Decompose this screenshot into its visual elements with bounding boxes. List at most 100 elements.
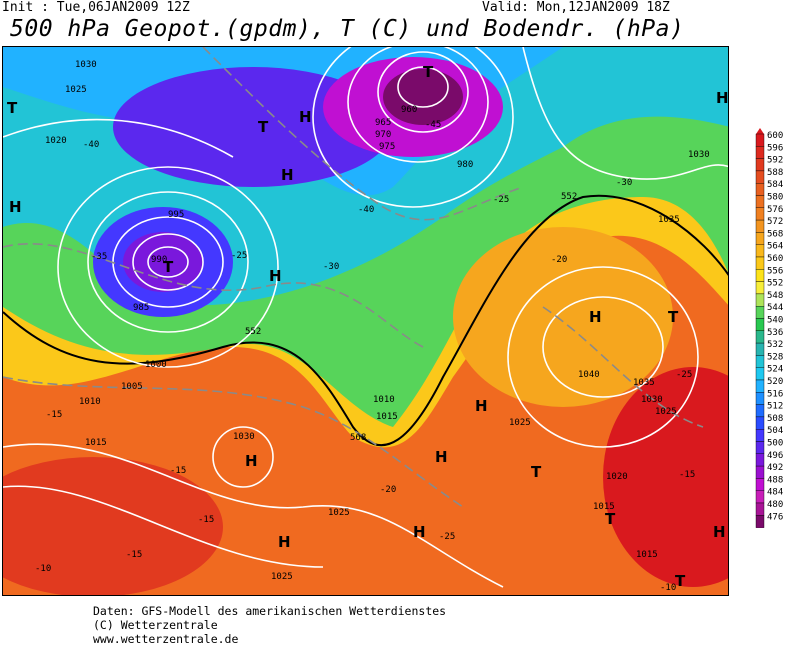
pressure-label: 1025	[65, 85, 87, 95]
temperature-label: -20	[380, 485, 396, 495]
legend-level-label: 584	[767, 180, 783, 190]
legend-swatch	[755, 379, 765, 393]
legend-swatch	[755, 429, 765, 442]
field-low-atlantic-core	[123, 232, 203, 292]
pressure-label: 1025	[271, 572, 293, 582]
legend-level-label: 532	[767, 340, 783, 350]
pressure-label: 1015	[85, 438, 107, 448]
legend-swatch	[755, 355, 765, 368]
temperature-label: -25	[439, 532, 455, 542]
legend-level-label: 480	[767, 500, 783, 510]
legend-level-label: 576	[767, 205, 783, 215]
pressure-label: 1035	[658, 215, 680, 225]
low-marker: T	[258, 118, 269, 136]
legend-swatch	[755, 146, 765, 159]
temperature-label: -25	[231, 251, 247, 261]
copyright-text: (C) Wetterzentrale	[93, 618, 218, 632]
pressure-label: 980	[457, 160, 473, 170]
legend-level-label: 556	[767, 266, 783, 276]
legend-swatch	[755, 502, 765, 516]
legend-level-label: 572	[767, 217, 783, 227]
pressure-label: 1030	[688, 150, 710, 160]
low-marker: T	[7, 99, 18, 117]
high-marker: H	[245, 452, 258, 470]
legend-swatch	[755, 416, 765, 430]
pressure-label: 975	[379, 142, 395, 152]
pressure-label: 985	[133, 303, 149, 313]
legend-swatch	[755, 342, 765, 356]
pressure-label: 1020	[606, 472, 628, 482]
legend-level-label: 476	[767, 512, 783, 522]
pressure-label: 1010	[79, 397, 101, 407]
temperature-label: -20	[551, 255, 567, 265]
legend-level-label: 564	[767, 242, 783, 252]
pressure-label: 1035	[633, 378, 655, 388]
contour-552	[3, 194, 728, 447]
legend-level-label: 548	[767, 291, 783, 301]
low-marker: T	[605, 510, 616, 528]
high-marker: H	[589, 308, 602, 326]
init-time-label: Init : Tue,06JAN2009 12Z	[2, 0, 190, 15]
legend-level-label: 592	[767, 156, 783, 166]
legend-level-label: 568	[767, 229, 783, 239]
legend-swatch	[755, 195, 765, 209]
temperature-label: -15	[170, 466, 186, 476]
legend-swatch	[755, 183, 765, 196]
legend-swatch	[755, 219, 765, 233]
low-marker: T	[675, 572, 686, 590]
legend-level-label: 596	[767, 143, 783, 153]
geopotential-label: 552	[245, 327, 261, 337]
field-low-north-center	[383, 69, 463, 125]
weather-map: 1030 1025 1020 995 990 985 1000 1005 101…	[2, 46, 729, 596]
pressure-label: 990	[151, 255, 167, 265]
legend-swatch	[755, 478, 765, 491]
legend-swatch	[755, 318, 765, 332]
temperature-label: -10	[35, 564, 51, 574]
high-marker: H	[713, 523, 726, 541]
pressure-label: 995	[168, 210, 184, 220]
pressure-label: 1030	[75, 60, 97, 70]
high-marker: H	[299, 108, 312, 126]
pressure-label: 970	[375, 130, 391, 140]
temperature-label: -15	[126, 550, 142, 560]
temperature-label: -10	[660, 583, 676, 593]
temperature-label: -35	[91, 252, 107, 262]
legend-level-label: 588	[767, 168, 783, 178]
field-red-southwest	[3, 457, 223, 595]
temperature-label: -40	[358, 205, 374, 215]
legend-top-arrow	[756, 128, 764, 134]
high-marker: H	[475, 397, 488, 415]
pressure-label: 960	[401, 105, 417, 115]
pressure-label: 1025	[655, 407, 677, 417]
legend-level-label: 484	[767, 488, 783, 498]
pressure-labels: 1030 1025 1020 995 990 985 1000 1005 101…	[45, 60, 710, 582]
high-marker: H	[413, 523, 426, 541]
pressure-label: 1015	[636, 550, 658, 560]
legend-swatch	[755, 515, 765, 528]
legend-level-label: 492	[767, 463, 783, 473]
pressure-label: 1000	[145, 360, 167, 370]
legend-level-label: 488	[767, 475, 783, 485]
legend-swatch	[755, 256, 765, 270]
legend-swatch	[755, 330, 765, 344]
pressure-label: 1015	[593, 502, 615, 512]
legend-level-label: 544	[767, 303, 783, 313]
pressure-label: 1010	[373, 395, 395, 405]
high-marker: H	[281, 166, 294, 184]
legend-level-label: 500	[767, 439, 783, 449]
legend-level-label: 560	[767, 254, 783, 264]
pressure-label: 1015	[376, 412, 398, 422]
legend-swatch	[755, 441, 765, 455]
high-marker: H	[278, 533, 291, 551]
temperature-label: -25	[493, 195, 509, 205]
pressure-label: 1025	[328, 508, 350, 518]
legend-swatch	[755, 281, 765, 295]
valid-time-label: Valid: Mon,12JAN2009 18Z	[482, 0, 670, 15]
legend-swatch	[755, 367, 765, 381]
low-marker: T	[423, 63, 434, 81]
temperature-label: -30	[616, 178, 632, 188]
legend-level-label: 540	[767, 316, 783, 326]
legend-level-label: 508	[767, 414, 783, 424]
legend-level-label: 504	[767, 426, 783, 436]
color-scale: 600 596 592 588 584 580 576 572 568 564 560 556 552 5…	[755, 128, 783, 534]
